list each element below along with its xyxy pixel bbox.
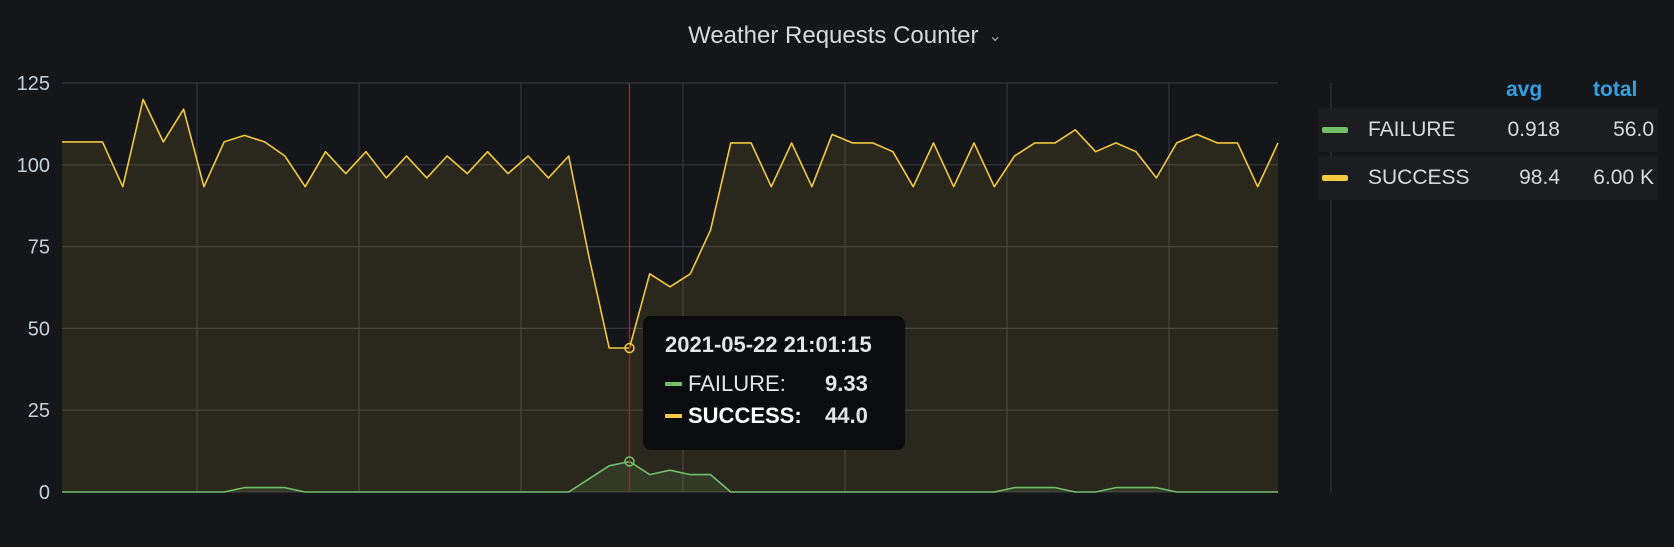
hover-tooltip: 2021-05-22 21:01:15 FAILURE: 9.33 SUCCES… — [643, 316, 905, 450]
success-series-line — [62, 98, 1279, 349]
y-axis: 0 25 50 75 100 125 — [17, 73, 50, 504]
legend-avg-value: 98.4 — [1519, 166, 1560, 189]
y-tick-label: 25 — [28, 400, 50, 422]
y-tick-label: 125 — [17, 73, 50, 95]
tooltip-value: 44.0 — [825, 403, 868, 428]
legend-total-value: 56.0 — [1613, 118, 1654, 141]
failure-swatch — [665, 382, 682, 386]
failure-swatch[interactable] — [1322, 127, 1348, 133]
tooltip-label: FAILURE: — [688, 371, 786, 396]
failure-hover-point — [624, 456, 635, 467]
success-swatch — [665, 414, 682, 418]
panel-title[interactable]: Weather Requests Counter ⌄ — [0, 22, 1674, 50]
y-tick-label: 50 — [28, 318, 50, 340]
failure-area — [62, 461, 1278, 492]
grid — [62, 82, 1332, 493]
y-tick-label: 100 — [17, 155, 50, 177]
legend-avg-value: 0.918 — [1507, 118, 1560, 141]
tooltip-label: SUCCESS: — [688, 403, 802, 428]
tooltip-value: 9.33 — [825, 371, 868, 396]
success-area — [62, 99, 1278, 493]
panel-title-text[interactable]: Weather Requests Counter — [688, 22, 979, 49]
legend-avg-header[interactable]: avg — [1506, 78, 1543, 101]
success-swatch[interactable] — [1322, 175, 1348, 181]
legend: avg total FAILURE 0.918 56.0 SUCCESS 98.… — [1318, 78, 1658, 204]
chevron-down-icon[interactable]: ⌄ — [988, 28, 1002, 45]
tooltip-time: 2021-05-22 21:01:15 — [665, 332, 872, 357]
failure-series-line — [62, 460, 1278, 493]
legend-total-value: 6.00 K — [1593, 166, 1654, 189]
legend-header: avg total — [1318, 78, 1658, 108]
tooltip-row-success: SUCCESS: 44.0 — [665, 402, 895, 430]
legend-total-header[interactable]: total — [1593, 78, 1638, 101]
success-hover-point — [624, 342, 635, 354]
tooltip-row-failure: FAILURE: 9.33 — [665, 370, 895, 398]
y-tick-label: 0 — [39, 482, 50, 504]
series-layer — [62, 98, 1279, 493]
legend-series-name[interactable]: FAILURE — [1368, 118, 1456, 141]
y-tick-label: 75 — [28, 237, 50, 259]
legend-item-failure[interactable]: FAILURE 0.918 56.0 — [1318, 108, 1658, 152]
hover-layer — [624, 83, 635, 492]
legend-series-name[interactable]: SUCCESS — [1368, 166, 1470, 189]
legend-item-success[interactable]: SUCCESS 98.4 6.00 K — [1318, 156, 1658, 200]
